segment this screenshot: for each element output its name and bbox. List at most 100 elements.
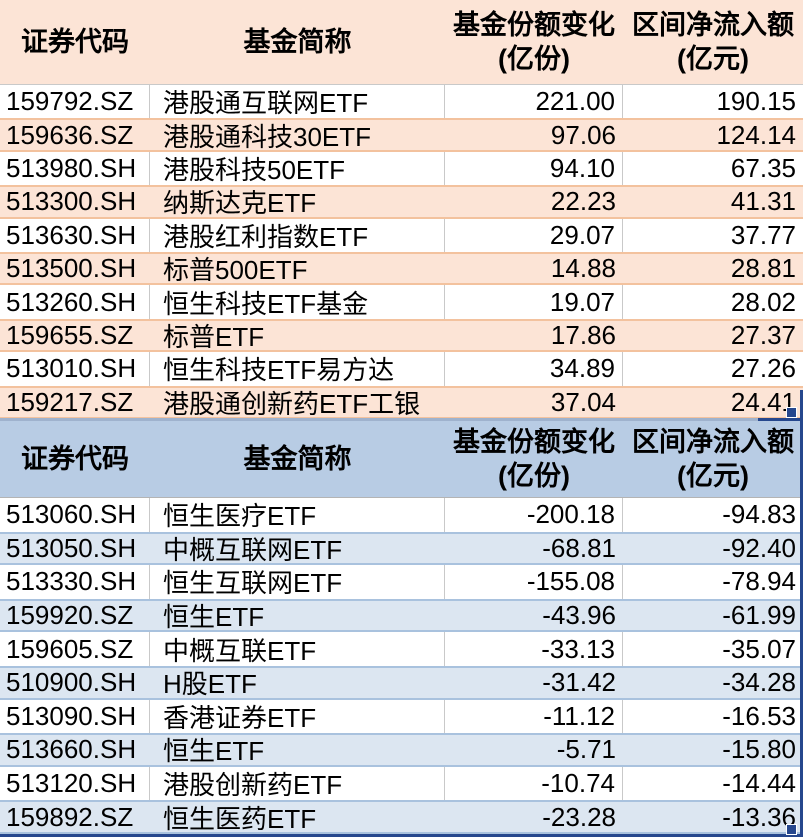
column-header-code[interactable]: 证券代码 [21,27,129,57]
cell-name[interactable]: 中概互联网ETF [163,534,343,564]
cell-share-change[interactable]: 37.04 [550,387,616,417]
cell-share-change[interactable]: 14.88 [550,253,616,284]
cell-net-flow[interactable]: 28.02 [730,286,796,317]
table-row[interactable]: 510900.SH H股ETF -31.42 -34.28 [0,665,803,700]
cell-name[interactable]: 恒生ETF [163,736,265,765]
cell-code[interactable]: 513060.SH [0,498,150,532]
cell-net-flow[interactable]: -15.80 [722,735,796,765]
cell-name[interactable]: 标普500ETF [163,255,308,284]
table-row[interactable]: 513630.SH 港股红利指数ETF 29.07 37.77 [0,218,803,252]
cell-name[interactable]: 恒生医疗ETF [150,498,445,532]
cell-share-change[interactable]: -11.12 [445,699,623,734]
table-row[interactable]: 513090.SH 香港证券ETF -11.12 -16.53 [0,699,803,734]
cell-share-change[interactable]: 97.06 [550,120,616,150]
cell-share-change[interactable]: -23.28 [542,802,616,832]
cell-net-flow[interactable]: 28.81 [730,253,796,284]
cell-name[interactable]: 港股通科技30ETF [163,121,372,150]
cell-name[interactable]: 恒生科技ETF基金 [150,285,445,319]
cell-code[interactable]: 159792.SZ [0,85,150,119]
cell-share-change[interactable]: 221.00 [445,85,623,119]
cell-code[interactable]: 513330.SH [0,565,150,599]
table-row[interactable]: 513050.SH 中概互联网ETF -68.81 -92.40 [0,531,803,566]
cell-name[interactable]: 纳斯达克ETF [163,188,317,217]
cell-code[interactable]: 510900.SH [6,667,137,698]
cell-name[interactable]: 恒生ETF [163,602,265,631]
table-row[interactable]: 513300.SH 纳斯达克ETF 22.23 41.31 [0,185,803,219]
column-header-code[interactable]: 证券代码 [21,444,129,474]
table-row[interactable]: 513260.SH 恒生科技ETF基金 19.07 28.02 [0,285,803,319]
cell-code[interactable]: 513980.SH [0,151,150,186]
inflow-fill-handle[interactable] [786,407,797,418]
cell-code[interactable]: 513300.SH [6,187,137,217]
cell-code[interactable]: 513500.SH [6,253,137,284]
table-row[interactable]: 159217.SZ 港股通创新药ETF工银 37.04 24.41 [0,385,803,419]
cell-name[interactable]: 中概互联ETF [150,632,445,666]
cell-share-change[interactable]: -43.96 [542,600,616,631]
cell-share-change[interactable]: -68.81 [542,533,616,563]
cell-code[interactable]: 513660.SH [6,735,137,765]
cell-name[interactable]: 港股科技50ETF [150,151,445,186]
cell-share-change[interactable]: 17.86 [550,320,616,350]
cell-net-flow[interactable]: -78.94 [722,566,796,597]
cell-net-flow[interactable]: -13.36 [722,802,796,832]
table-row[interactable]: 159892.SZ 恒生医药ETF -23.28 -13.36 [0,800,803,834]
column-header-name[interactable]: 基金简称 [243,27,352,57]
cell-code[interactable]: 513050.SH [6,533,137,563]
table-row[interactable]: 159655.SZ 标普ETF 17.86 27.37 [0,318,803,353]
cell-code[interactable]: 513120.SH [0,766,150,801]
cell-net-flow[interactable]: -94.83 [722,499,796,530]
cell-net-flow[interactable]: 67.35 [730,152,796,183]
cell-code[interactable]: 159655.SZ [6,320,134,350]
table-row[interactable]: 513010.SH 恒生科技ETF易方达 34.89 27.26 [0,352,803,386]
cell-net-flow[interactable]: 27.37 [730,320,796,350]
cell-name[interactable]: 恒生科技ETF易方达 [150,352,445,386]
cell-share-change[interactable]: -31.42 [542,667,616,698]
table-row[interactable]: 513120.SH 港股创新药ETF -10.74 -14.44 [0,766,803,801]
table-row[interactable]: 513660.SH 恒生ETF -5.71 -15.80 [0,733,803,767]
column-header-share-change[interactable]: 基金份额变化 (亿份) [445,425,623,493]
cell-share-change[interactable]: -33.13 [445,632,623,666]
cell-net-flow[interactable]: -61.99 [722,600,796,631]
cell-share-change[interactable]: 29.07 [445,218,623,252]
cell-net-flow[interactable]: -35.07 [722,633,796,664]
cell-net-flow[interactable]: -14.44 [722,768,796,799]
table-row[interactable]: 159605.SZ 中概互联ETF -33.13 -35.07 [0,632,803,666]
cell-code[interactable]: 159892.SZ [6,802,134,832]
cell-name[interactable]: 香港证券ETF [150,699,445,734]
table-row[interactable]: 159792.SZ 港股通互联网ETF 221.00 190.15 [0,85,803,119]
table-row[interactable]: 513980.SH 港股科技50ETF 94.10 67.35 [0,151,803,186]
table-row[interactable]: 513330.SH 恒生互联网ETF -155.08 -78.94 [0,565,803,599]
cell-code[interactable]: 159605.SZ [0,632,150,666]
cell-name[interactable]: 恒生互联网ETF [150,565,445,599]
cell-code[interactable]: 159920.SZ [6,600,134,631]
cell-code[interactable]: 513630.SH [0,218,150,252]
cell-name[interactable]: 港股红利指数ETF [150,218,445,252]
cell-name[interactable]: 恒生医药ETF [163,803,317,832]
cell-code[interactable]: 513010.SH [0,352,150,386]
cell-name[interactable]: 港股通创新药ETF工银 [163,388,421,417]
cell-code[interactable]: 513260.SH [0,285,150,319]
cell-net-flow[interactable]: 124.14 [716,120,796,150]
cell-share-change[interactable]: 22.23 [550,187,616,217]
table-row[interactable]: 159920.SZ 恒生ETF -43.96 -61.99 [0,598,803,633]
cell-net-flow[interactable]: 37.77 [730,219,796,250]
cell-net-flow[interactable]: 27.26 [730,353,796,384]
cell-net-flow[interactable]: 41.31 [730,187,796,217]
cell-net-flow[interactable]: 24.41 [730,387,796,417]
cell-share-change[interactable]: 94.10 [445,151,623,186]
cell-name[interactable]: 标普ETF [163,321,265,351]
cell-share-change[interactable]: -155.08 [445,565,623,599]
cell-name[interactable]: 港股通互联网ETF [150,85,445,119]
column-header-name[interactable]: 基金简称 [243,444,352,474]
cell-share-change[interactable]: -5.71 [556,735,616,765]
column-header-net-flow[interactable]: 区间净流入额 (亿元) [623,8,803,76]
cell-code[interactable]: 159217.SZ [6,387,134,417]
table-row[interactable]: 159636.SZ 港股通科技30ETF 97.06 124.14 [0,118,803,152]
column-header-share-change[interactable]: 基金份额变化 (亿份) [445,8,623,76]
cell-net-flow[interactable]: -16.53 [722,700,796,731]
cell-share-change[interactable]: -10.74 [445,766,623,801]
cell-name[interactable]: H股ETF [163,669,257,698]
cell-share-change[interactable]: 19.07 [445,285,623,319]
cell-share-change[interactable]: 34.89 [445,352,623,386]
cell-net-flow[interactable]: 190.15 [716,86,796,117]
